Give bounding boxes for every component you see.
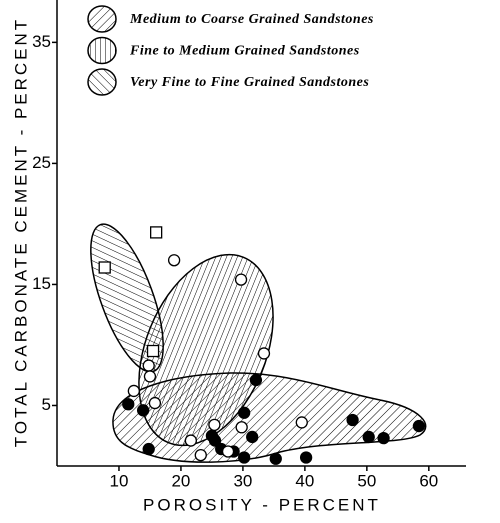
- point: [194, 448, 207, 462]
- point: [257, 347, 271, 360]
- point: [208, 418, 221, 431]
- point: [377, 432, 390, 445]
- point: [249, 373, 263, 387]
- point: [412, 419, 426, 433]
- point: [142, 442, 155, 456]
- x-tick-label: 60: [419, 471, 438, 490]
- legend-label: Medium to Coarse Grained Sandstones: [129, 12, 374, 27]
- point: [299, 451, 313, 464]
- point: [167, 254, 181, 267]
- point: [234, 273, 248, 286]
- legend-icon: [87, 5, 117, 33]
- x-tick-label: 20: [171, 471, 190, 490]
- point: [148, 396, 162, 410]
- point: [184, 434, 198, 447]
- point: [295, 416, 308, 429]
- regions: [90, 223, 427, 463]
- point: [221, 445, 235, 458]
- legend-label: Very Fine to Fine Grained Sandstones: [130, 75, 369, 90]
- point: [237, 406, 251, 419]
- point: [98, 261, 111, 274]
- point: [127, 384, 140, 398]
- point: [146, 344, 160, 358]
- point: [235, 421, 248, 434]
- y-tick-label: 5: [42, 395, 51, 414]
- legend-icon: [87, 68, 117, 96]
- point: [208, 434, 222, 447]
- x-axis-label: POROSITY - PERCENT: [143, 495, 381, 514]
- x-tick-label: 40: [295, 471, 314, 490]
- point: [237, 451, 251, 464]
- point: [143, 370, 157, 383]
- point: [269, 452, 282, 465]
- point: [246, 430, 259, 444]
- x-tick-label: 30: [233, 471, 252, 490]
- point: [362, 430, 375, 444]
- y-tick-label: 35: [32, 32, 51, 51]
- point: [142, 359, 155, 372]
- region-medium-coarse: [112, 372, 427, 463]
- x-tick-label: 10: [110, 471, 129, 490]
- point: [346, 413, 359, 427]
- y-tick-label: 15: [32, 274, 51, 293]
- y-axis-label: TOTAL CARBONATE CEMENT - PERCENT: [11, 17, 30, 447]
- y-tick-label: 25: [32, 153, 51, 172]
- point: [136, 404, 150, 417]
- point: [122, 398, 135, 411]
- legend-label: Fine to Medium Grained Sandstones: [129, 44, 360, 59]
- point: [150, 226, 163, 239]
- legend-icon: [87, 36, 117, 65]
- x-tick-label: 50: [357, 471, 376, 490]
